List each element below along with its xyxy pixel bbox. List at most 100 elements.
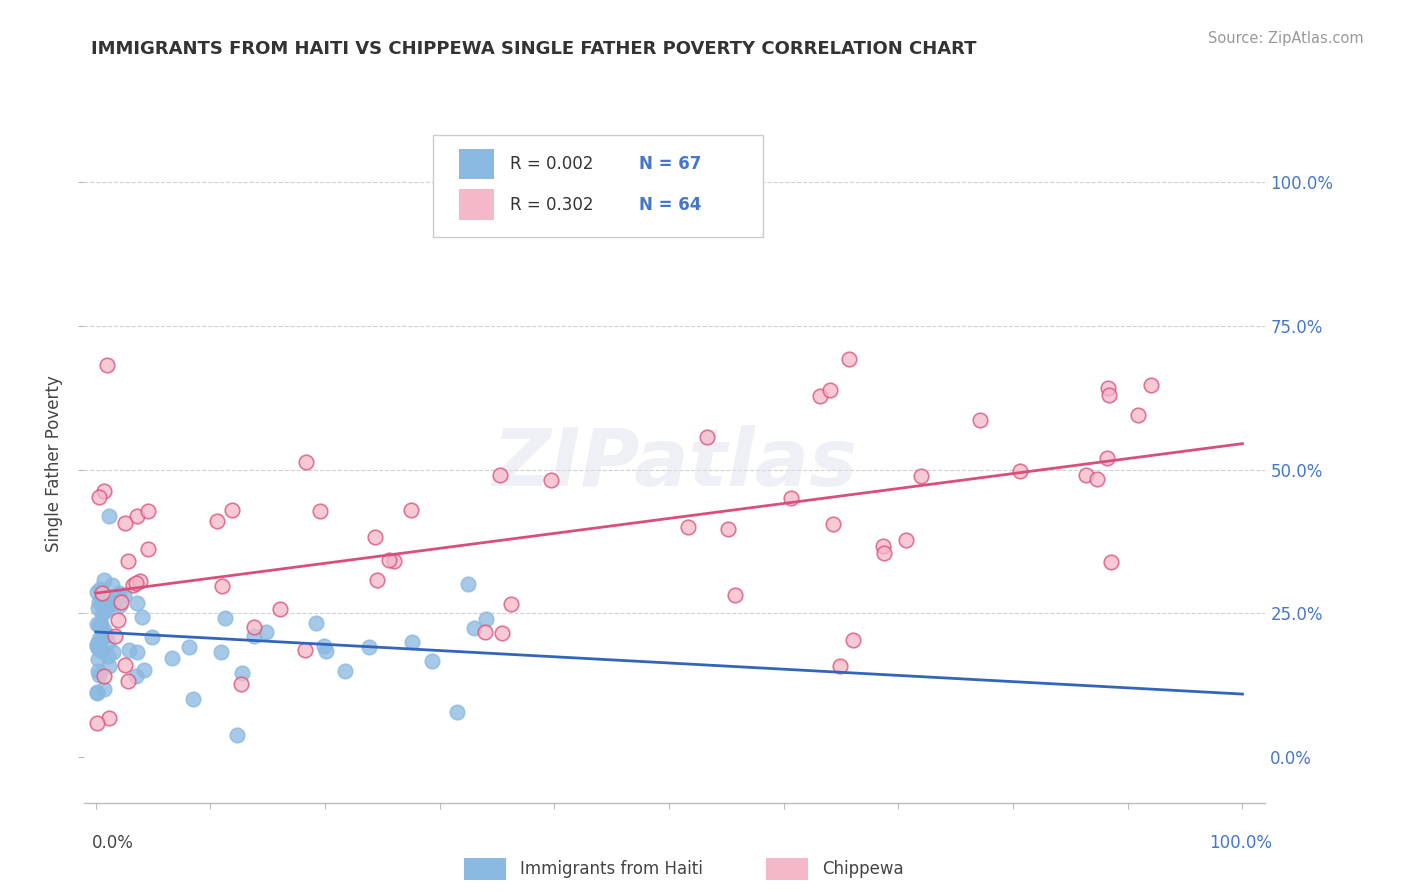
- Point: [87, 637, 110, 651]
- Point: [104, 629, 127, 643]
- Point: [87, 601, 110, 615]
- Point: [87, 664, 110, 678]
- Point: [304, 616, 326, 631]
- Point: [125, 645, 148, 659]
- Point: [89, 582, 111, 596]
- Point: [1099, 555, 1122, 569]
- Point: [125, 669, 148, 683]
- Point: [1085, 472, 1108, 486]
- Point: [97, 649, 120, 664]
- Point: [97, 658, 120, 673]
- Point: [382, 554, 405, 568]
- Point: [818, 383, 841, 397]
- Point: [225, 728, 247, 742]
- Point: [221, 503, 243, 517]
- Point: [269, 602, 291, 616]
- Point: [295, 455, 318, 469]
- Point: [87, 632, 110, 646]
- Text: N = 67: N = 67: [640, 155, 702, 173]
- Point: [87, 652, 110, 666]
- Point: [499, 597, 522, 611]
- Point: [112, 588, 135, 602]
- Point: [90, 586, 112, 600]
- Point: [87, 668, 110, 682]
- Point: [118, 643, 141, 657]
- Point: [842, 632, 865, 647]
- Y-axis label: Single Father Poverty: Single Father Poverty: [45, 376, 63, 552]
- Point: [127, 596, 149, 610]
- Point: [93, 682, 115, 697]
- Point: [359, 640, 381, 654]
- Point: [117, 554, 139, 568]
- Point: [1097, 381, 1119, 395]
- Point: [1010, 464, 1032, 478]
- Point: [110, 594, 132, 608]
- Text: 0.0%: 0.0%: [91, 834, 134, 852]
- Point: [98, 711, 121, 725]
- Point: [1097, 450, 1119, 465]
- Point: [214, 611, 236, 625]
- Point: [491, 625, 513, 640]
- Point: [242, 629, 264, 643]
- Point: [86, 617, 108, 632]
- Point: [177, 640, 200, 654]
- Point: [207, 514, 229, 528]
- Point: [872, 539, 894, 553]
- Point: [90, 619, 112, 633]
- Point: [86, 685, 108, 699]
- Point: [181, 691, 204, 706]
- Point: [838, 352, 860, 367]
- Point: [105, 591, 128, 605]
- Point: [97, 508, 120, 523]
- Point: [309, 504, 332, 518]
- Point: [229, 676, 252, 690]
- Point: [87, 595, 110, 609]
- Point: [90, 592, 112, 607]
- Point: [717, 522, 740, 536]
- Point: [366, 573, 388, 587]
- Point: [1139, 377, 1161, 392]
- Point: [696, 430, 718, 444]
- Point: [821, 516, 844, 531]
- Point: [160, 650, 183, 665]
- Point: [474, 624, 496, 639]
- Point: [676, 520, 699, 534]
- Point: [540, 473, 562, 487]
- Point: [894, 533, 917, 547]
- Bar: [458, 189, 494, 219]
- Point: [211, 579, 233, 593]
- Point: [399, 502, 422, 516]
- FancyBboxPatch shape: [433, 135, 763, 236]
- Point: [107, 613, 129, 627]
- Text: Immigrants from Haiti: Immigrants from Haiti: [520, 860, 703, 878]
- Point: [422, 654, 444, 668]
- Point: [94, 599, 117, 614]
- Point: [94, 628, 117, 642]
- Point: [86, 640, 108, 655]
- Point: [910, 469, 932, 483]
- Text: R = 0.302: R = 0.302: [509, 195, 603, 213]
- Point: [830, 659, 852, 673]
- Text: Chippewa: Chippewa: [823, 860, 904, 878]
- Point: [96, 358, 118, 372]
- Point: [110, 598, 132, 612]
- Point: [87, 490, 110, 504]
- Text: Source: ZipAtlas.com: Source: ZipAtlas.com: [1208, 31, 1364, 46]
- Point: [117, 673, 139, 688]
- Point: [90, 616, 112, 631]
- Point: [141, 630, 163, 644]
- Point: [463, 621, 485, 635]
- Text: IMMIGRANTS FROM HAITI VS CHIPPEWA SINGLE FATHER POVERTY CORRELATION CHART: IMMIGRANTS FROM HAITI VS CHIPPEWA SINGLE…: [91, 40, 977, 58]
- Text: ZIPatlas: ZIPatlas: [492, 425, 858, 503]
- Point: [231, 666, 253, 681]
- Point: [114, 657, 136, 672]
- Point: [91, 632, 114, 646]
- Point: [401, 635, 423, 649]
- Point: [93, 623, 115, 637]
- Point: [125, 575, 148, 590]
- Point: [873, 546, 896, 560]
- Text: R = 0.002: R = 0.002: [509, 155, 603, 173]
- Point: [209, 645, 232, 659]
- Point: [136, 542, 159, 557]
- Point: [724, 588, 747, 602]
